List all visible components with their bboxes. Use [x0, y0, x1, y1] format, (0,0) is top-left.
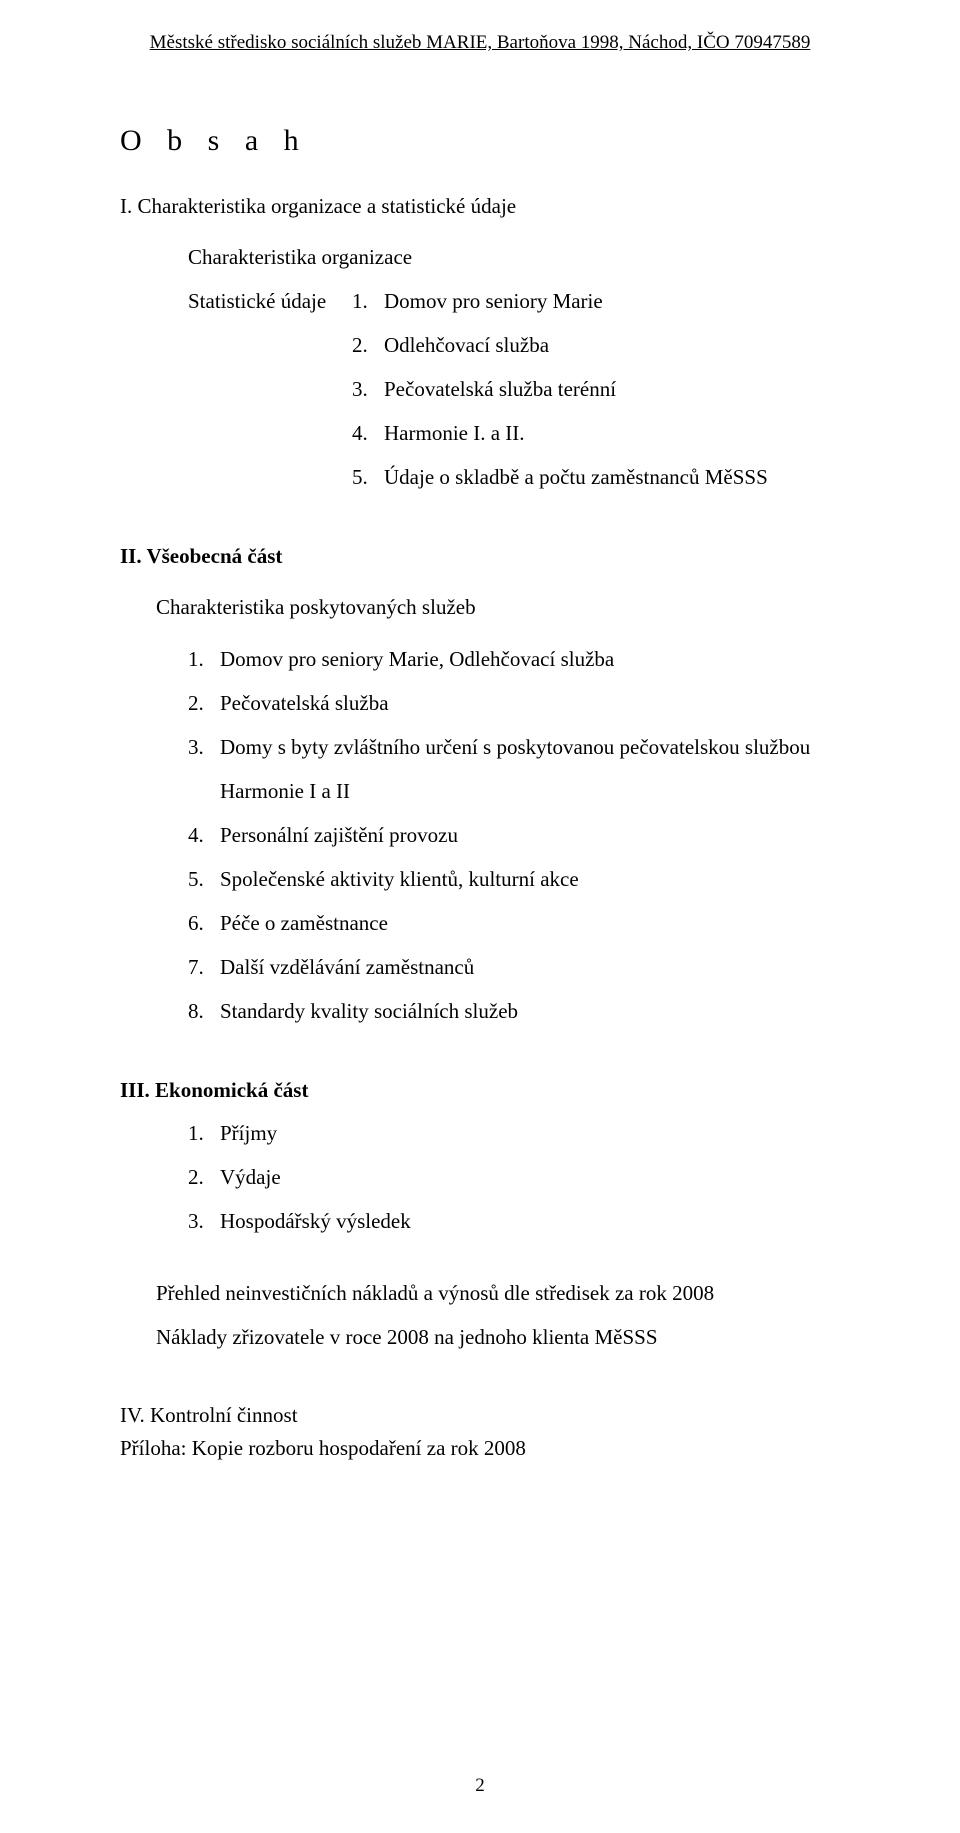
section-3-items: 1.Příjmy2.Výdaje3.Hospodářský výsledek — [188, 1111, 840, 1243]
list-item-text: Péče o zaměstnance — [220, 901, 840, 945]
section-1-heading: I. Charakteristika organizace a statisti… — [120, 194, 840, 219]
section-4-heading: IV. Kontrolní činnost — [120, 1403, 840, 1428]
list-item-text: Standardy kvality sociálních služeb — [220, 989, 840, 1033]
section-4-attachment: Příloha: Kopie rozboru hospodaření za ro… — [120, 1436, 840, 1461]
list-item-text: Další vzdělávání zaměstnanců — [220, 945, 840, 989]
list-item-number: 3. — [188, 725, 220, 769]
list-item: 3.Pečovatelská služba terénní — [352, 367, 840, 411]
section-1-items: 1.Domov pro seniory Marie2.Odlehčovací s… — [352, 279, 840, 499]
list-item-number: 4. — [352, 411, 384, 455]
list-item-number: 8. — [188, 989, 220, 1033]
section-3-heading: III. Ekonomická část — [120, 1078, 840, 1103]
section-2-items: 1.Domov pro seniory Marie, Odlehčovací s… — [188, 637, 840, 1034]
document-header: Městské středisko sociálních služeb MARI… — [120, 32, 840, 54]
list-item: 1.Příjmy — [188, 1111, 840, 1155]
section-1-subblock: Charakteristika organizace Statistické ú… — [188, 235, 840, 500]
section-1-sub2: Statistické údaje — [188, 279, 352, 499]
list-item: 5.Údaje o skladbě a počtu zaměstnanců Mě… — [352, 455, 840, 499]
list-item-text: Příjmy — [220, 1111, 840, 1155]
list-item-text: Odlehčovací služba — [384, 323, 840, 367]
list-item-number: 1. — [188, 637, 220, 681]
list-item-text: Pečovatelská služba — [220, 681, 840, 725]
list-item: 8.Standardy kvality sociálních služeb — [188, 989, 840, 1033]
list-item-text: Domov pro seniory Marie, Odlehčovací slu… — [220, 637, 840, 681]
list-item-number: 2. — [188, 1155, 220, 1199]
list-item-text: Hospodářský výsledek — [220, 1199, 840, 1243]
list-item-text: Domov pro seniory Marie — [384, 279, 840, 323]
document-page: Městské středisko sociálních služeb MARI… — [0, 0, 960, 1833]
list-item-text: Společenské aktivity klientů, kulturní a… — [220, 857, 840, 901]
list-item-text: Harmonie I. a II. — [384, 411, 840, 455]
section-3-paragraphs: Přehled neinvestičních nákladů a výnosů … — [156, 1271, 840, 1359]
list-item: 7.Další vzdělávání zaměstnanců — [188, 945, 840, 989]
list-item-number: 1. — [352, 279, 384, 323]
list-item-text: Pečovatelská služba terénní — [384, 367, 840, 411]
list-item: 3.Hospodářský výsledek — [188, 1199, 840, 1243]
list-item: 1.Domov pro seniory Marie — [352, 279, 840, 323]
list-item-number: 5. — [352, 455, 384, 499]
list-item: 1.Domov pro seniory Marie, Odlehčovací s… — [188, 637, 840, 681]
list-item-number: 5. — [188, 857, 220, 901]
list-item-number: 3. — [352, 367, 384, 411]
list-item: 5.Společenské aktivity klientů, kulturní… — [188, 857, 840, 901]
page-number: 2 — [0, 1775, 960, 1797]
page-title: O b s a h — [120, 124, 840, 158]
list-item-continuation: Harmonie I a II — [220, 769, 840, 813]
list-item-text: Domy s byty zvláštního určení s poskytov… — [220, 725, 840, 769]
list-item-text: Údaje o skladbě a počtu zaměstnanců MěSS… — [384, 455, 840, 499]
list-item: 2.Odlehčovací služba — [352, 323, 840, 367]
list-item-number: 2. — [352, 323, 384, 367]
list-item-number: 1. — [188, 1111, 220, 1155]
list-item-number: 3. — [188, 1199, 220, 1243]
list-item: 4.Personální zajištění provozu — [188, 813, 840, 857]
list-item: 3.Domy s byty zvláštního určení s poskyt… — [188, 725, 840, 769]
list-item: 2.Výdaje — [188, 1155, 840, 1199]
section-2-sub: Charakteristika poskytovaných služeb — [156, 585, 840, 629]
section-3-para2: Náklady zřizovatele v roce 2008 na jedno… — [156, 1315, 840, 1359]
section-2-heading: II. Všeobecná část — [120, 544, 840, 569]
list-item-text: Výdaje — [220, 1155, 840, 1199]
list-item-number: 4. — [188, 813, 220, 857]
section-1-sub1: Charakteristika organizace — [188, 235, 840, 279]
list-item: 2.Pečovatelská služba — [188, 681, 840, 725]
list-item-number: 7. — [188, 945, 220, 989]
list-item-number: 6. — [188, 901, 220, 945]
list-item: 6.Péče o zaměstnance — [188, 901, 840, 945]
list-item-number: 2. — [188, 681, 220, 725]
section-3-para1: Přehled neinvestičních nákladů a výnosů … — [156, 1271, 840, 1315]
list-item: 4.Harmonie I. a II. — [352, 411, 840, 455]
list-item-text: Personální zajištění provozu — [220, 813, 840, 857]
